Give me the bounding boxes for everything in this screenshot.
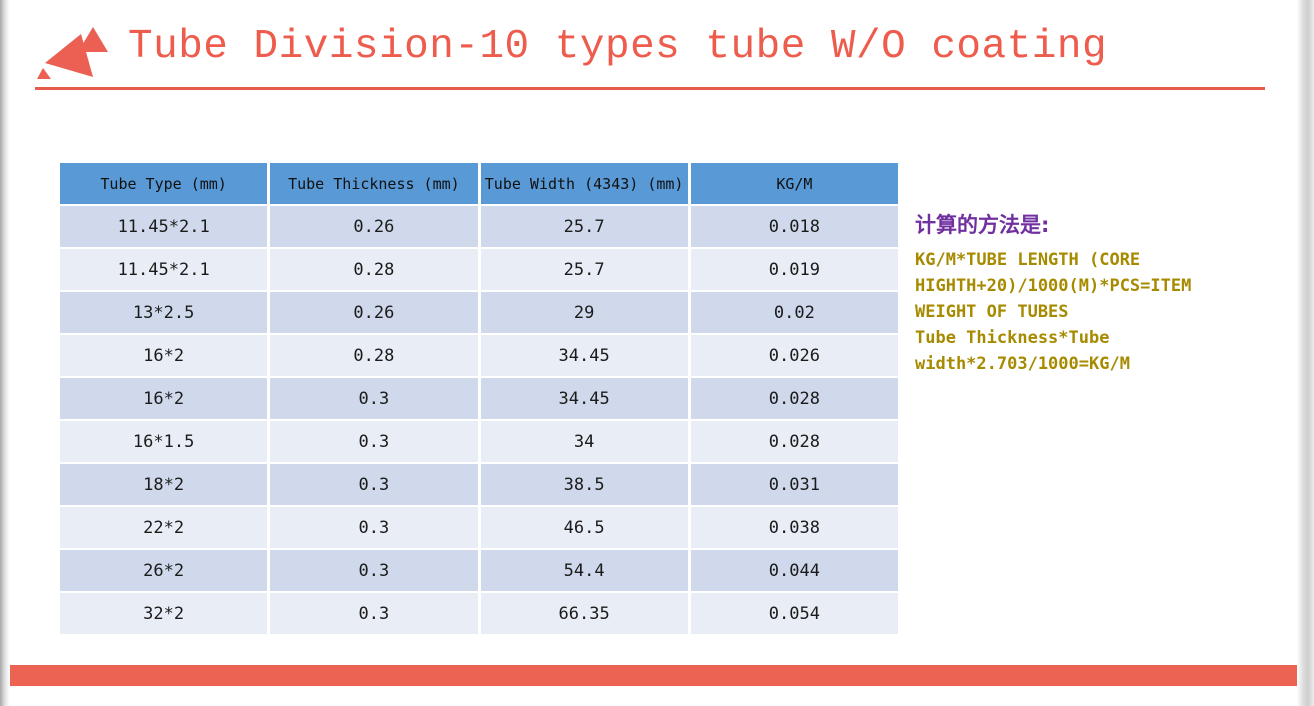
table-cell: 29 [480, 292, 688, 333]
table-cell: 0.3 [270, 550, 478, 591]
column-header-tube-type: Tube Type (mm) [60, 163, 268, 204]
title-divider [35, 87, 1265, 90]
table-cell: 13*2.5 [60, 292, 268, 333]
table-cell: 34.45 [480, 335, 688, 376]
table-cell: 18*2 [60, 464, 268, 505]
table-cell: 32*2 [60, 593, 268, 634]
table-cell: 0.28 [270, 249, 478, 290]
table-cell: 0.031 [690, 464, 898, 505]
table-cell: 0.28 [270, 335, 478, 376]
left-window-edge [0, 0, 10, 706]
formula-text: KG/M*TUBE LENGTH (CORE HIGHTH+20)/1000(M)… [915, 247, 1215, 377]
table-cell: 0.028 [690, 378, 898, 419]
formula-line: width*2.703/1000=KG/M [915, 354, 1130, 374]
table-cell: 0.026 [690, 335, 898, 376]
table-cell: 16*2 [60, 378, 268, 419]
table-cell: 22*2 [60, 507, 268, 548]
table-cell: 0.054 [690, 593, 898, 634]
table-cell: 0.26 [270, 292, 478, 333]
bottom-accent-bar [10, 665, 1297, 686]
table-cell: 34 [480, 421, 688, 462]
formula-line: HIGHTH+20)/1000(M)*PCS=ITEM [915, 276, 1192, 296]
table-cell: 0.3 [270, 593, 478, 634]
table-cell: 0.028 [690, 421, 898, 462]
table-cell: 0.26 [270, 206, 478, 247]
column-header-tube-width: Tube Width (4343) (mm) [480, 163, 688, 204]
formula-line: KG/M*TUBE LENGTH (CORE [915, 250, 1141, 270]
table-cell: 26*2 [60, 550, 268, 591]
table-cell: 0.038 [690, 507, 898, 548]
table-cell: 0.019 [690, 249, 898, 290]
slide-title: Tube Division-10 types tube W/O coating [128, 24, 1108, 70]
table-cell: 0.3 [270, 464, 478, 505]
table-cell: 25.7 [480, 249, 688, 290]
notes-heading: 计算的方法是: [915, 213, 1050, 237]
tube-spec-table: Tube Type (mm) Tube Thickness (mm) Tube … [60, 163, 898, 634]
table-cell: 34.45 [480, 378, 688, 419]
formula-line: Tube Thickness*Tube [915, 328, 1110, 348]
table-cell: 25.7 [480, 206, 688, 247]
right-window-edge [1297, 0, 1314, 706]
table-cell: 16*2 [60, 335, 268, 376]
calculation-notes: 计算的方法是: KG/M*TUBE LENGTH (CORE HIGHTH+20)… [915, 209, 1215, 377]
red-triangles-logo-icon [37, 27, 108, 79]
table-cell: 11.45*2.1 [60, 249, 268, 290]
table-cell: 16*1.5 [60, 421, 268, 462]
table-cell: 66.35 [480, 593, 688, 634]
table-cell: 46.5 [480, 507, 688, 548]
table-cell: 0.3 [270, 507, 478, 548]
table-cell: 0.3 [270, 421, 478, 462]
column-header-kg-m: KG/M [690, 163, 898, 204]
formula-line: WEIGHT OF TUBES [915, 302, 1069, 322]
table-cell: 0.018 [690, 206, 898, 247]
table-cell: 11.45*2.1 [60, 206, 268, 247]
table-cell: 0.02 [690, 292, 898, 333]
table-cell: 38.5 [480, 464, 688, 505]
table-cell: 0.3 [270, 378, 478, 419]
column-header-tube-thickness: Tube Thickness (mm) [270, 163, 478, 204]
table-cell: 54.4 [480, 550, 688, 591]
table-cell: 0.044 [690, 550, 898, 591]
